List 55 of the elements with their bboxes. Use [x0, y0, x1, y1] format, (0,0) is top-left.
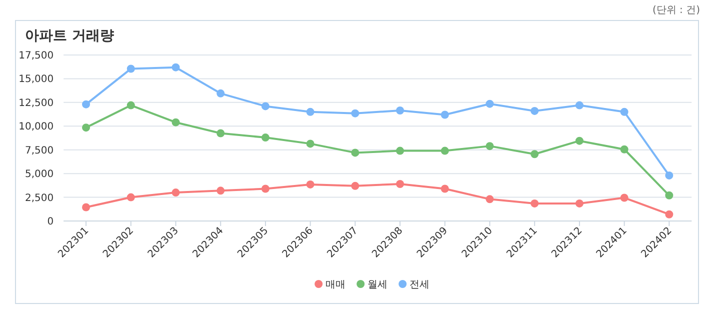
- y-tick-label: 12,500: [18, 98, 54, 109]
- point: [486, 195, 494, 204]
- point: [396, 146, 404, 155]
- y-tick-label: 2,500: [24, 192, 54, 204]
- y-tick-label: 5,000: [24, 169, 54, 180]
- point: [126, 193, 135, 202]
- point: [396, 106, 404, 114]
- text: (단위 : 건): [652, 5, 700, 16]
- point: [351, 109, 360, 118]
- y-tick-label: 10,000: [18, 122, 54, 133]
- point: [261, 102, 270, 110]
- point: [486, 100, 494, 108]
- point: [575, 101, 584, 110]
- point: [172, 188, 180, 197]
- y-tick-label: 7,500: [24, 145, 54, 156]
- point: [620, 194, 628, 202]
- point: [306, 140, 314, 148]
- point: [440, 146, 449, 155]
- point: [665, 171, 674, 180]
- point: [126, 101, 135, 110]
- point: [440, 110, 449, 119]
- y-tick-label: 17,500: [18, 50, 54, 62]
- legend-label: 전세: [410, 280, 430, 290]
- point: [440, 184, 449, 193]
- point: [620, 145, 628, 154]
- point: [172, 118, 180, 126]
- point: [216, 186, 225, 195]
- legend-label: 매매: [326, 280, 346, 290]
- point: [261, 134, 270, 142]
- point: [172, 63, 180, 72]
- point: [216, 129, 225, 138]
- legend-label: 월세: [368, 280, 388, 290]
- point: [351, 182, 360, 190]
- point: [351, 148, 360, 157]
- y-tick-label: 0: [47, 216, 54, 228]
- y-tick-label: 15,000: [18, 74, 54, 86]
- point: [575, 199, 584, 208]
- point: [82, 100, 90, 108]
- point: [575, 136, 584, 145]
- point: [665, 191, 674, 200]
- point: [620, 108, 628, 116]
- point: [306, 180, 314, 188]
- point: [665, 210, 674, 218]
- point: [216, 89, 225, 98]
- point: [82, 124, 90, 132]
- point: [261, 184, 270, 193]
- point: [82, 203, 90, 212]
- point: [530, 106, 539, 115]
- point: [126, 64, 135, 73]
- point: [486, 142, 494, 150]
- chart-title: 아파트 거래량: [25, 28, 114, 44]
- point: [530, 150, 539, 158]
- point: [396, 180, 404, 188]
- point: [306, 108, 314, 116]
- point: [530, 199, 539, 208]
